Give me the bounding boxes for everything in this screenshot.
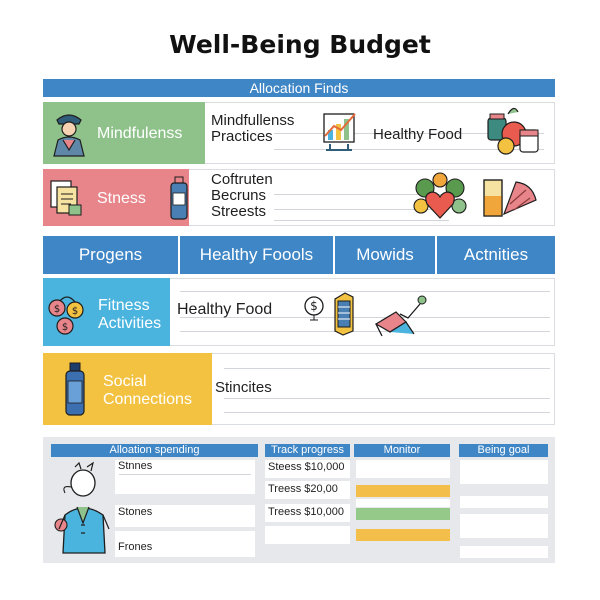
- bottle-icon: [170, 176, 188, 220]
- table-cell[interactable]: [265, 481, 350, 499]
- category-label: Activities: [98, 315, 162, 332]
- table-cell[interactable]: [356, 499, 450, 507]
- monitor-bar-green: [356, 508, 450, 520]
- column-header-allocation: Alloation spending: [51, 444, 258, 457]
- row-text-line: Becruns: [211, 187, 267, 204]
- monitor-bar-orange: [356, 485, 450, 497]
- table-cell[interactable]: [265, 504, 350, 522]
- row-text-line: Streests: [211, 203, 267, 220]
- tab-healthy-foools[interactable]: Healthy Foools: [180, 236, 335, 274]
- person-illustration-icon: [54, 461, 110, 554]
- category-social[interactable]: Social Connections: [43, 353, 212, 425]
- water-bottle-icon: [65, 362, 85, 416]
- exercise-person-icon: [374, 295, 427, 337]
- svg-text:$: $: [54, 304, 60, 315]
- table-cell[interactable]: [115, 505, 255, 527]
- spending-label: Frones: [118, 541, 153, 553]
- row-text-line: Stincites: [215, 379, 272, 396]
- row-text-line: Mindfullenss: [211, 112, 295, 129]
- row-text-line: Practices: [211, 128, 273, 145]
- category-label: Connections: [103, 391, 192, 408]
- monitor-bar-orange: [356, 529, 450, 541]
- category-stress[interactable]: Stness: [43, 169, 189, 226]
- category-label: Fitness: [98, 297, 150, 314]
- table-cell[interactable]: [460, 546, 548, 558]
- documents-icon: [50, 180, 82, 216]
- heart-vegetables-icon: [413, 172, 467, 219]
- progress-value: Steess $10,000: [268, 461, 345, 473]
- progress-value: Treess $10,000: [268, 506, 345, 518]
- category-label: Mindfulenss: [97, 125, 183, 142]
- coins-icon: $ $ $: [48, 296, 84, 335]
- allocation-header: Allocation Finds: [43, 79, 555, 97]
- tab-progens[interactable]: Progens: [43, 236, 180, 274]
- spending-label: Stnnes: [118, 460, 153, 472]
- svg-text:$: $: [62, 322, 68, 333]
- table-cell[interactable]: [460, 460, 548, 484]
- row-text-line: Healthy Food: [177, 301, 273, 318]
- growth-chart-icon: [323, 113, 356, 151]
- category-label: Stness: [97, 190, 146, 207]
- column-header-progress: Track progress: [265, 444, 350, 457]
- column-header-goal: Being goal: [459, 444, 548, 457]
- table-cell[interactable]: [265, 460, 350, 478]
- table-cell[interactable]: [460, 514, 548, 538]
- table-cell[interactable]: [460, 496, 548, 508]
- progress-value: Treess $20,00: [268, 483, 338, 495]
- juice-icon: [483, 179, 537, 217]
- row-text-line: Coftruten: [211, 171, 273, 188]
- column-header-monitor: Monitor: [354, 444, 450, 457]
- svg-text:$: $: [310, 299, 318, 313]
- category-label: Social: [103, 373, 147, 390]
- table-cell[interactable]: [115, 460, 255, 494]
- svg-text:$: $: [72, 306, 78, 317]
- spending-label: Stones: [118, 506, 153, 518]
- table-cell[interactable]: [115, 531, 255, 557]
- category-mindfulness[interactable]: Mindfulenss: [43, 102, 205, 164]
- fruit-jar-icon: [487, 107, 539, 155]
- tab-mowids[interactable]: Mowids: [335, 236, 437, 274]
- side-label: Healthy Food: [373, 126, 463, 143]
- page-title: Well-Being Budget: [169, 30, 431, 59]
- tab-bar: Progens Healthy Foools Mowids Actnities: [43, 236, 555, 274]
- tab-actnities[interactable]: Actnities: [463, 245, 529, 264]
- phone-icon: [334, 292, 354, 336]
- meditation-person-icon: [53, 114, 85, 157]
- category-fitness[interactable]: $ $ $ Fitness Activities: [43, 278, 170, 346]
- dollar-coin-icon: $: [304, 296, 324, 321]
- table-cell[interactable]: [265, 526, 350, 544]
- table-cell[interactable]: [356, 460, 450, 478]
